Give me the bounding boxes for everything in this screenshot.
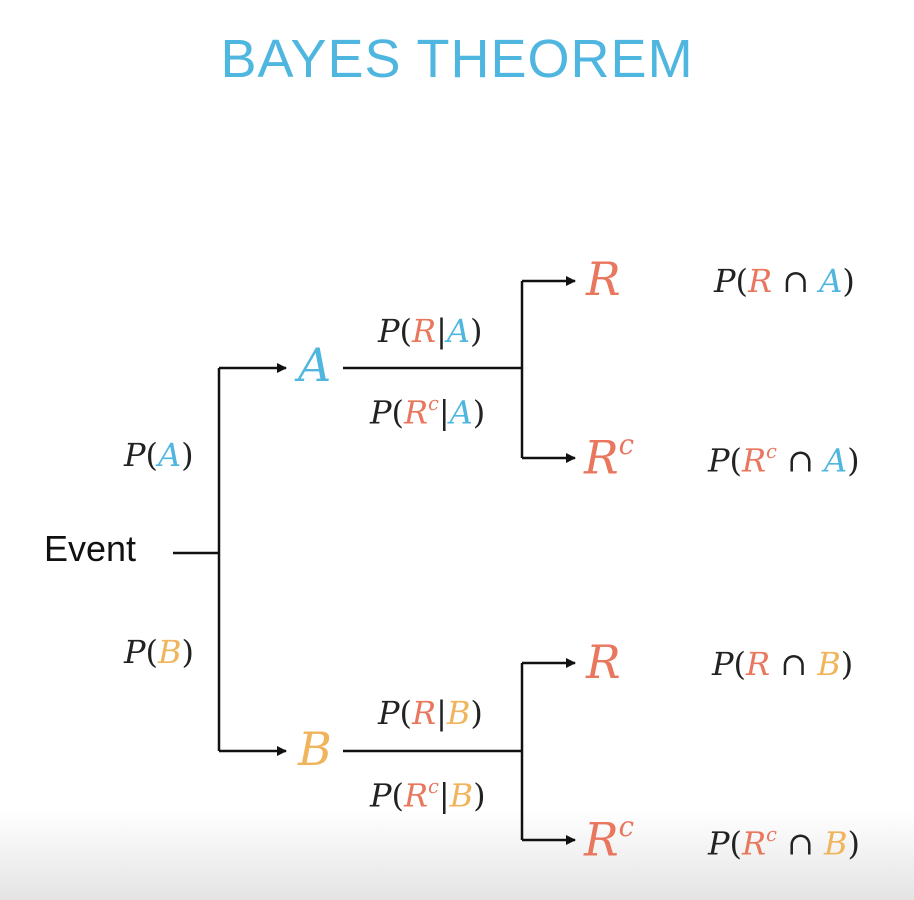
prob-R-and-A: P(R ∩ A) (714, 262, 855, 300)
node-B: B (298, 722, 332, 776)
bottom-shade (0, 810, 914, 900)
node-R-under-B: R (586, 635, 621, 689)
prob-R-given-A: P(R|A) (378, 312, 483, 350)
node-Rc-under-A: Rc (584, 428, 635, 485)
node-R-under-A: R (586, 252, 621, 306)
event-label: Event (44, 528, 137, 569)
prob-Rc-and-B: P(Rc ∩ B) (708, 823, 861, 863)
page-title: BAYES THEOREM (220, 29, 694, 89)
prob-A: P(A) (124, 436, 194, 474)
node-Rc-under-B: Rc (584, 810, 635, 867)
prob-Rc-given-A: P(Rc|A) (370, 392, 486, 432)
node-A: A (298, 338, 332, 392)
prob-Rc-and-A: P(Rc ∩ A) (708, 440, 860, 480)
prob-R-given-B: P(R|B) (378, 694, 483, 732)
prob-Rc-given-B: P(Rc|B) (370, 775, 486, 815)
prob-B: P(B) (124, 633, 195, 671)
prob-R-and-B: P(R ∩ B) (712, 645, 854, 683)
